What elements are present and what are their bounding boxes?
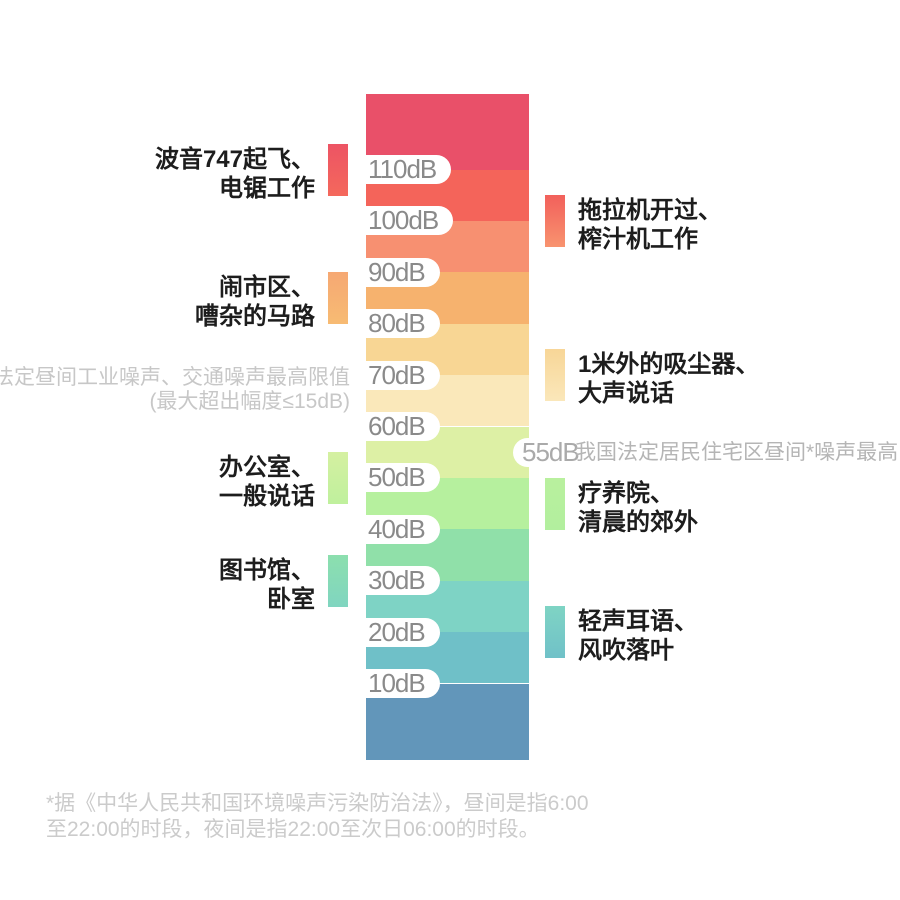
right-annotation-swatch (545, 477, 565, 530)
right-annotation-swatch (545, 606, 565, 659)
left-annotation-swatch (328, 451, 348, 504)
left-annotation-swatch (328, 554, 348, 607)
right-annotation-line: 拖拉机开过、 (578, 196, 722, 224)
left-annotation-line: 图书馆、 (219, 556, 315, 584)
left-annotation-label: 波音747起飞、 电锯工作 (155, 145, 315, 203)
right-annotation-line: 轻声耳语、 (578, 608, 698, 636)
legal-footnote: *据《中华人民共和国环境噪声污染防治法》，昼间是指6:00 至22:00的时段，… (46, 791, 589, 843)
db-tick-pill-50dB: 50dB (350, 463, 440, 493)
db-tick-pill-110dB: 110dB (350, 155, 452, 184)
right-annotation-swatch (545, 194, 565, 247)
db-tick-pill-90dB: 90dB (350, 257, 440, 287)
db-tick-pill-20dB: 20dB (350, 617, 440, 647)
left-annotation-label: 图书馆、 卧室 (219, 556, 315, 614)
db-tick-pill-40dB: 40dB (350, 514, 440, 544)
left-annotation-line: 一般说话 (219, 482, 315, 510)
left-annotation-line: 闹市区、 (219, 274, 315, 301)
legal-footnote-line2: 至22:00的时段，夜间是指22:00至次日06:00的时段。 (46, 818, 540, 841)
right-annotation-swatch (545, 349, 565, 402)
right-annotation-line: 疗养院、 (578, 479, 674, 507)
right-annotation-line: 清晨的郊外 (578, 508, 698, 536)
db-tick-pill-100dB: 100dB (350, 206, 454, 236)
right-annotation-line: 榨汁机工作 (578, 225, 698, 253)
right-annotation-label: 疗养院、 清晨的郊外 (578, 479, 698, 537)
industrial-noise-limit-line1: 我国法定昼间工业噪声、交通噪声最高限值 (0, 366, 350, 389)
db-tick-pill-70dB: 70dB (350, 360, 440, 390)
left-annotation-swatch (328, 272, 348, 324)
left-annotation-line: 波音747起飞、 (154, 145, 315, 173)
residential-limit-badge: 55dB (513, 438, 595, 467)
right-annotation-line: 风吹落叶 (578, 637, 674, 665)
left-annotation-label: 办公室、 一般说话 (219, 453, 315, 511)
db-tick-pill-30dB: 30dB (350, 566, 440, 596)
residential-limit-note: 我国法定居民住宅区昼间*噪声最高限值 (575, 441, 900, 464)
industrial-noise-limit-note: 我国法定昼间工业噪声、交通噪声最高限值 (最大超出幅度≤15dB) (0, 366, 350, 414)
left-annotation-line: 嘈杂的马路 (195, 303, 315, 330)
industrial-noise-limit-line2: (最大超出幅度≤15dB) (149, 390, 350, 413)
db-tick-pill-80dB: 80dB (350, 309, 440, 339)
left-annotation-line: 电锯工作 (219, 174, 315, 202)
right-annotation-label: 轻声耳语、 风吹落叶 (578, 607, 698, 665)
left-annotation-line: 办公室、 (219, 453, 315, 481)
left-annotation-swatch (328, 143, 348, 196)
legal-footnote-line1: *据《中华人民共和国环境噪声污染防治法》，昼间是指6:00 (46, 792, 589, 815)
right-annotation-label: 拖拉机开过、 榨汁机工作 (578, 196, 722, 254)
right-annotation-line: 大声说话 (578, 380, 674, 408)
right-annotation-label: 1米外的吸尘器、 大声说话 (578, 350, 759, 408)
right-annotation-line: 1米外的吸尘器、 (578, 351, 760, 379)
db-tick-pill-10dB: 10dB (350, 669, 440, 698)
left-annotation-line: 卧室 (267, 585, 315, 613)
left-annotation-label: 闹市区、 嘈杂的马路 (195, 273, 315, 331)
db-tick-pill-60dB: 60dB (350, 412, 440, 441)
